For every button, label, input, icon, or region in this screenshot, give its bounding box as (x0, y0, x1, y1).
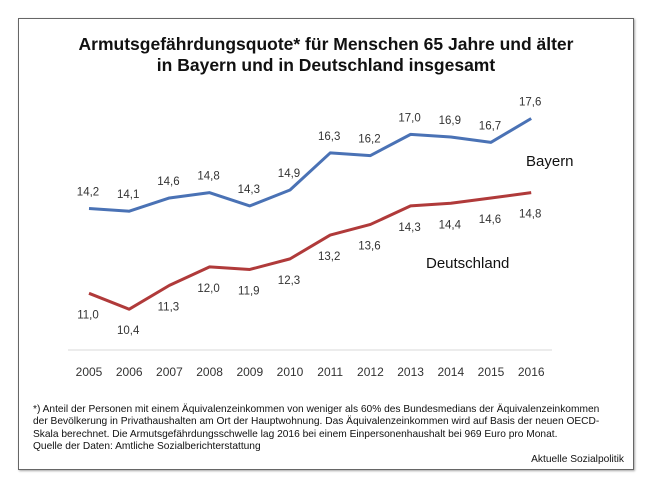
series-line-bayern (88, 117, 532, 213)
data-label-bayern: 17,0 (398, 112, 420, 124)
x-tick-labels: 2005 2006 2007 2008 2009 2010 2011 2012 2013 2014… (76, 365, 545, 379)
footnote-line: Skala berechnet. Die Armutsgefährdungssc… (33, 428, 558, 440)
series-name-bayern: Bayern (526, 153, 574, 170)
data-label-bayern: 14,1 (117, 189, 139, 201)
data-label-deutschland: 13,2 (318, 251, 340, 263)
chart-frame (18, 18, 634, 470)
data-label-deutschland: 14,6 (479, 214, 501, 226)
data-label-bayern: 14,8 (197, 171, 219, 183)
x-tick-label: 2008 (196, 365, 223, 379)
footnote-source: Quelle der Daten: Amtliche Sozialbericht… (33, 441, 261, 453)
data-label-deutschland: 13,6 (358, 240, 380, 252)
footnote-line: *) Anteil der Personen mit einem Äquival… (33, 404, 600, 415)
data-label-bayern: 16,7 (479, 120, 501, 132)
x-tick-label: 2009 (236, 365, 263, 379)
footnote: *) Anteil der Personen mit einem Äquival… (33, 404, 623, 454)
x-tick-label: 2006 (116, 365, 143, 379)
data-label-deutschland: 14,4 (439, 219, 462, 231)
x-tick-label: 2007 (156, 365, 183, 379)
series-line-deutschland (88, 191, 532, 311)
data-label-deutschland: 10,4 (117, 325, 140, 337)
x-tick-label: 2005 (76, 365, 103, 379)
data-label-deutschland: 12,3 (278, 275, 300, 287)
data-label-deutschland: 11,0 (77, 309, 99, 321)
data-label-bayern: 14,9 (278, 168, 300, 180)
x-tick-label: 2015 (478, 365, 505, 379)
source-credit: Aktuelle Sozialpolitik (531, 454, 624, 465)
x-tick-label: 2014 (437, 365, 464, 379)
data-label-deutschland: 14,8 (519, 209, 541, 221)
data-label-bayern: 16,9 (439, 115, 461, 127)
data-label-deutschland: 11,3 (158, 301, 180, 313)
chart-title: Armutsgefährdungsquote* für Menschen 65 … (0, 34, 652, 76)
series-lines (88, 117, 532, 311)
x-tick-label: 2011 (317, 365, 343, 379)
data-label-deutschland: 11,9 (238, 285, 260, 297)
data-label-bayern: 14,6 (157, 176, 179, 188)
data-label-bayern: 17,6 (519, 96, 541, 108)
x-tick-label: 2010 (277, 365, 304, 379)
data-label-bayern: 16,2 (358, 134, 380, 146)
chart-title-line-1: Armutsgefährdungsquote* für Menschen 65 … (78, 34, 574, 54)
data-label-bayern: 14,2 (77, 187, 99, 199)
x-tick-label: 2013 (397, 365, 424, 379)
data-label-bayern: 16,3 (318, 131, 340, 143)
series-names: Bayern Deutschland (426, 153, 574, 272)
data-label-bayern: 14,3 (238, 184, 260, 196)
data-label-deutschland: 14,3 (398, 222, 420, 234)
chart-title-line-2: in Bayern und in Deutschland insgesamt (156, 55, 496, 75)
x-tick-label: 2012 (357, 365, 384, 379)
x-tick-label: 2016 (518, 365, 545, 379)
footnote-line: der Bevölkerung in Privathaushalten am O… (33, 416, 600, 428)
series-name-deutschland: Deutschland (426, 255, 509, 272)
data-label-deutschland: 12,0 (197, 283, 219, 295)
value-labels: 14,2 14,1 14,6 14,8 14,3 14,9 16,3 16,2 17,0 16,9… (77, 96, 542, 337)
